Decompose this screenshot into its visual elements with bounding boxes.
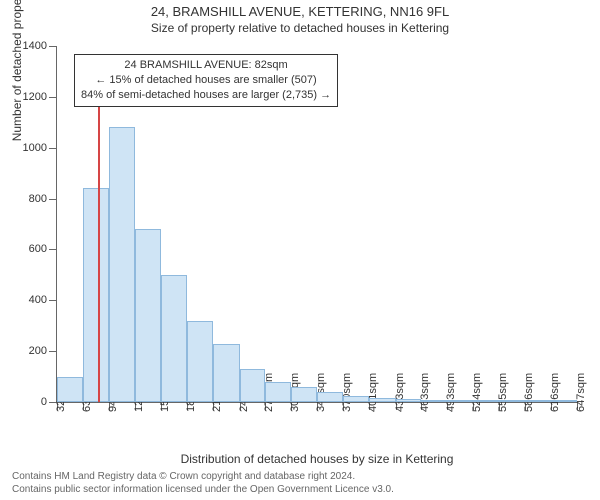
histogram-bar [551,400,577,402]
footer-line-1: Contains HM Land Registry data © Crown c… [12,470,394,483]
y-tick [49,300,57,301]
y-tick [49,351,57,352]
histogram-bar [240,369,265,402]
x-axis-label: Distribution of detached houses by size … [57,452,577,466]
y-tick [49,46,57,47]
y-tick [49,199,57,200]
y-tick-label: 1000 [23,142,47,154]
y-tick [49,97,57,98]
y-tick [49,148,57,149]
x-tick-label: 586sqm [523,373,535,412]
y-tick-label: 1400 [23,40,47,52]
histogram-bar [135,229,161,402]
histogram-bar [317,392,342,402]
footer-credits: Contains HM Land Registry data © Crown c… [12,470,394,496]
histogram-bar [499,400,525,402]
histogram-bar [473,400,499,402]
histogram-bar [161,275,187,402]
histogram-bar [265,382,291,402]
y-tick-label: 200 [29,345,47,357]
x-tick-label: 433sqm [394,373,406,412]
histogram-bar [447,400,473,402]
footer-line-2: Contains public sector information licen… [12,483,394,496]
histogram-bar [213,344,239,402]
y-tick-label: 0 [41,396,47,408]
y-tick [49,249,57,250]
histogram-bar [187,321,213,402]
x-tick-label: 616sqm [549,373,561,412]
page-title: 24, BRAMSHILL AVENUE, KETTERING, NN16 9F… [0,0,600,19]
x-tick-label: 463sqm [419,373,431,412]
callout-line: ← 15% of detached houses are smaller (50… [81,73,331,88]
y-tick-label: 600 [29,243,47,255]
histogram-bar [343,396,369,402]
histogram-bar [396,399,421,402]
x-tick-label: 493sqm [445,373,457,412]
histogram-chart: Distribution of detached houses by size … [56,46,577,403]
callout-box: 24 BRAMSHILL AVENUE: 82sqm← 15% of detac… [74,54,338,107]
page-subtitle: Size of property relative to detached ho… [0,19,600,35]
callout-line: 24 BRAMSHILL AVENUE: 82sqm [81,58,331,73]
histogram-bar [83,188,109,402]
x-tick-label: 555sqm [497,373,509,412]
histogram-bar [291,387,317,402]
x-tick-label: 524sqm [471,373,483,412]
histogram-bar [421,400,446,402]
histogram-bar [369,398,396,402]
y-tick-label: 400 [29,294,47,306]
property-marker-line [98,71,100,402]
x-tick-label: 647sqm [575,373,587,412]
y-axis-label: Number of detached properties [10,0,24,141]
histogram-bar [525,400,550,402]
y-tick-label: 1200 [23,91,47,103]
histogram-bar [109,127,134,402]
histogram-bar [57,377,83,402]
x-tick-label: 401sqm [367,373,379,412]
y-tick-label: 800 [29,193,47,205]
callout-line: 84% of semi-detached houses are larger (… [81,88,331,103]
